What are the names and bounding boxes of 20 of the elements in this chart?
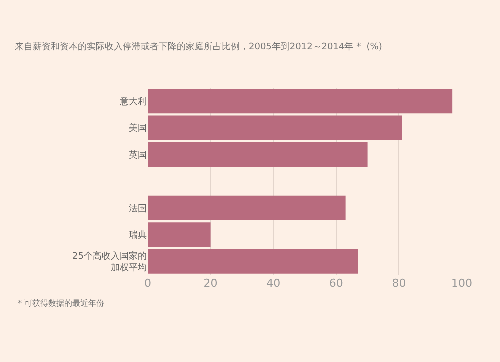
bar [148,222,211,248]
bar [148,196,346,220]
x-tick-label: 80 [392,277,406,290]
y-tick-label: 美国 [129,123,147,134]
chart-title: 来自薪资和资本的实际收入停滞或者下降的家庭所占比例，2005年到2012～2014年 * (%) [15,42,382,53]
x-tick-label: 0 [144,277,152,290]
y-tick-label: 意大利 [119,96,147,108]
x-tick-label: 60 [329,277,344,290]
y-tick-label: 英国 [129,150,147,161]
bar [148,142,368,168]
x-tick-label: 20 [204,277,218,290]
bar [148,249,358,274]
x-tick-label: 40 [266,277,281,290]
x-tick-label: 100 [452,277,472,290]
y-tick-label: 法国 [129,203,147,214]
y-tick-label: 25个高收入国家的加权平均 [72,250,147,274]
bar [148,116,402,140]
text: * 可获得数据的最近年份 [18,299,105,308]
y-tick-label: 瑞典 [129,230,147,242]
bar [148,89,453,114]
